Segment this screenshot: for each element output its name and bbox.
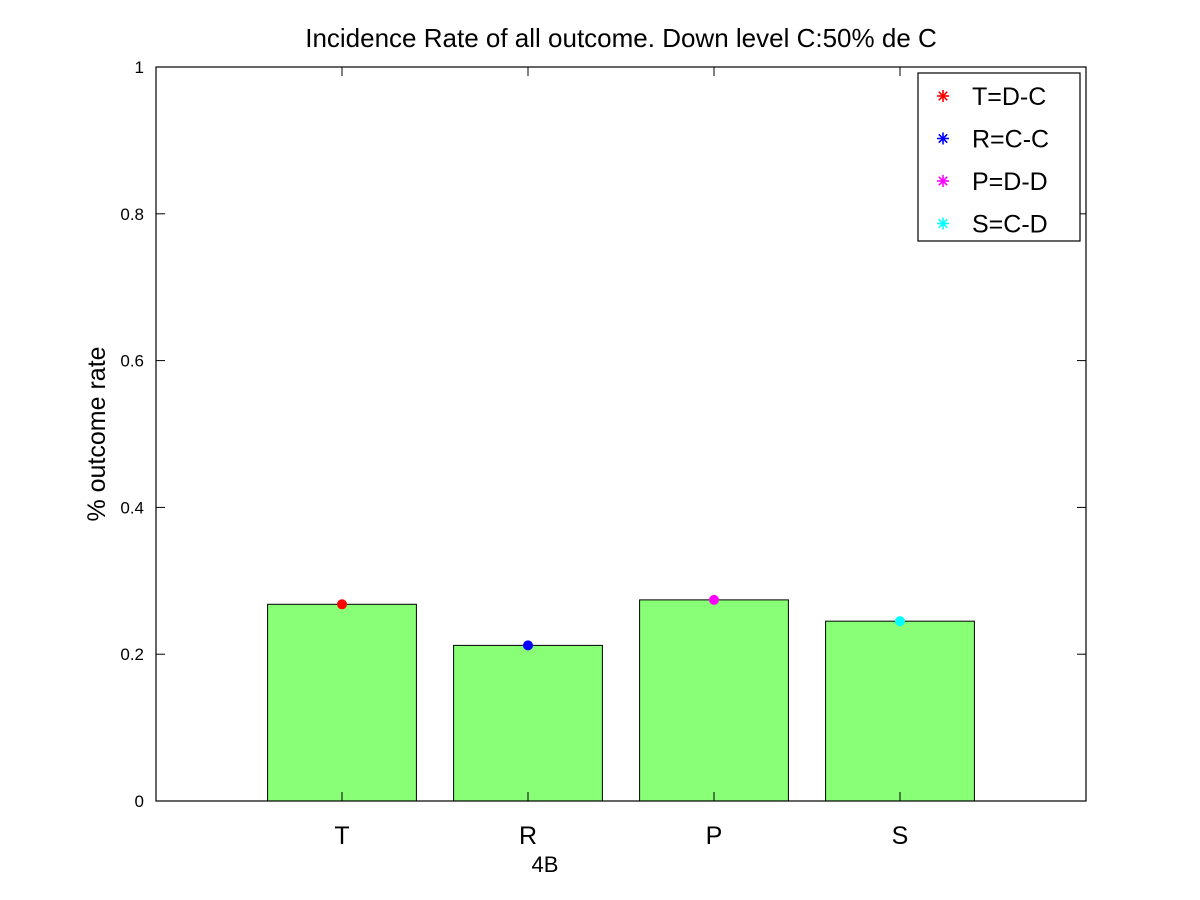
legend-marker-star (937, 90, 949, 102)
plot-frame (155, 66, 1087, 802)
x-tick-label: S (892, 822, 909, 850)
legend-marker-star (937, 175, 949, 187)
y-tick-label: 1 (135, 58, 144, 77)
legend: T=D-C R=C-C P=D-D S=C-D (917, 72, 1081, 242)
y-axis-label: % outcome rate (83, 346, 111, 521)
marker-R (523, 640, 533, 651)
y-axis-ticks: 0 0.2 0.4 0.6 0.8 1 (120, 58, 1086, 811)
y-tick-label: 0 (135, 792, 144, 811)
x-tick-label: P (706, 822, 723, 850)
bar-T (267, 603, 417, 802)
legend-label: P=D-D (972, 168, 1048, 196)
x-tick-label: T (334, 822, 349, 850)
bar-P (639, 599, 789, 802)
marker-T (337, 599, 347, 610)
bars-group (267, 599, 975, 802)
legend-label: S=C-D (972, 211, 1048, 239)
y-tick-label: 0.8 (120, 205, 144, 224)
y-tick-label: 0.6 (120, 352, 144, 371)
legend-marker-star (937, 217, 949, 230)
bar-R (453, 644, 603, 802)
x-axis-label: 4B (532, 852, 559, 877)
legend-marker-star (937, 132, 949, 145)
legend-label: T=D-C (972, 83, 1046, 111)
chart-title: Incidence Rate of all outcome. Down leve… (305, 23, 937, 53)
marker-S (895, 616, 905, 627)
marker-P (709, 594, 719, 605)
y-tick-label: 0.2 (120, 645, 144, 664)
y-tick-label: 0.4 (120, 498, 144, 517)
legend-label: R=C-C (972, 126, 1049, 154)
markers-group (337, 594, 905, 651)
bar-S (825, 620, 975, 802)
legend-box (917, 72, 1081, 242)
x-tick-label: R (519, 822, 537, 850)
